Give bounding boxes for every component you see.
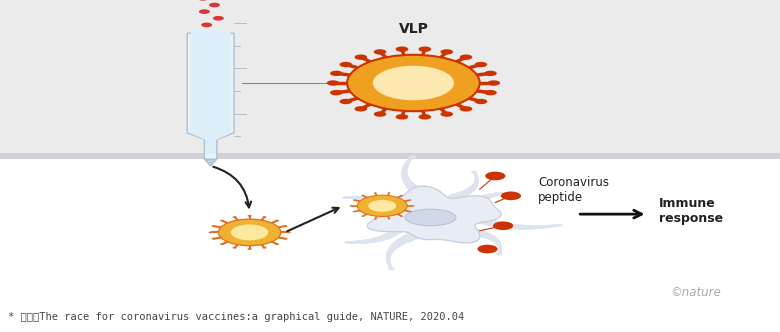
Circle shape [283, 225, 288, 227]
Circle shape [247, 215, 252, 217]
Circle shape [459, 54, 473, 60]
Polygon shape [204, 159, 217, 166]
Circle shape [339, 99, 352, 104]
Circle shape [493, 221, 513, 230]
Circle shape [262, 247, 267, 249]
Circle shape [511, 192, 516, 194]
Circle shape [220, 220, 224, 221]
Circle shape [374, 112, 386, 117]
Text: Immune
response: Immune response [659, 197, 723, 225]
Circle shape [475, 62, 488, 67]
Circle shape [342, 196, 348, 199]
Bar [0, 153, 780, 159]
Text: * 출첸：The race for coronavirus vaccines:a graphical guide, NATURE, 2020.04: * 출첸：The race for coronavirus vaccines:a… [8, 312, 464, 322]
Circle shape [484, 90, 497, 95]
Polygon shape [367, 186, 502, 243]
Circle shape [395, 46, 408, 52]
Ellipse shape [406, 209, 456, 226]
Circle shape [213, 16, 224, 21]
Circle shape [232, 216, 237, 218]
Circle shape [201, 23, 212, 27]
Circle shape [496, 253, 502, 255]
Text: ©nature: ©nature [671, 286, 722, 299]
Circle shape [395, 114, 408, 120]
Circle shape [388, 192, 391, 194]
Circle shape [231, 224, 268, 240]
Circle shape [339, 62, 352, 67]
Circle shape [374, 218, 377, 219]
Circle shape [400, 215, 403, 217]
Circle shape [209, 3, 220, 7]
Circle shape [484, 71, 497, 76]
Circle shape [354, 54, 367, 60]
Circle shape [388, 267, 395, 270]
Circle shape [419, 46, 431, 52]
Circle shape [485, 172, 505, 180]
Text: Coronavirus
peptide: Coronavirus peptide [538, 176, 609, 204]
Circle shape [330, 71, 342, 76]
Circle shape [501, 192, 521, 200]
Circle shape [557, 224, 562, 226]
Circle shape [283, 238, 288, 240]
Circle shape [459, 106, 473, 112]
Circle shape [327, 80, 339, 86]
Circle shape [409, 155, 417, 159]
Circle shape [400, 195, 403, 196]
Circle shape [441, 49, 453, 54]
Circle shape [330, 90, 342, 95]
Circle shape [373, 66, 454, 100]
Circle shape [344, 241, 350, 244]
Polygon shape [191, 30, 231, 154]
Circle shape [197, 0, 208, 1]
Polygon shape [187, 33, 234, 159]
Circle shape [477, 245, 498, 253]
Bar [0, 0, 780, 154]
Circle shape [441, 112, 453, 117]
Circle shape [262, 216, 267, 218]
Circle shape [347, 55, 480, 111]
Circle shape [475, 99, 488, 104]
Circle shape [353, 200, 356, 201]
Circle shape [211, 225, 216, 227]
Text: VLP: VLP [399, 22, 428, 36]
Circle shape [220, 243, 224, 245]
Circle shape [208, 231, 213, 233]
Circle shape [409, 200, 412, 201]
Circle shape [275, 243, 279, 245]
Circle shape [361, 195, 364, 196]
Circle shape [349, 205, 353, 207]
Circle shape [471, 171, 477, 173]
Circle shape [488, 80, 500, 86]
Circle shape [353, 211, 356, 212]
Circle shape [412, 205, 415, 207]
Circle shape [218, 219, 281, 246]
Circle shape [388, 218, 391, 219]
Circle shape [409, 211, 412, 212]
Circle shape [275, 220, 279, 221]
Circle shape [374, 49, 386, 54]
Circle shape [368, 200, 396, 212]
Circle shape [211, 238, 216, 240]
Circle shape [374, 192, 377, 194]
Circle shape [199, 9, 210, 14]
Circle shape [232, 247, 237, 249]
Circle shape [357, 195, 407, 216]
Circle shape [419, 114, 431, 120]
Circle shape [361, 215, 364, 217]
Circle shape [354, 106, 367, 112]
Circle shape [247, 248, 252, 250]
Circle shape [286, 231, 291, 233]
